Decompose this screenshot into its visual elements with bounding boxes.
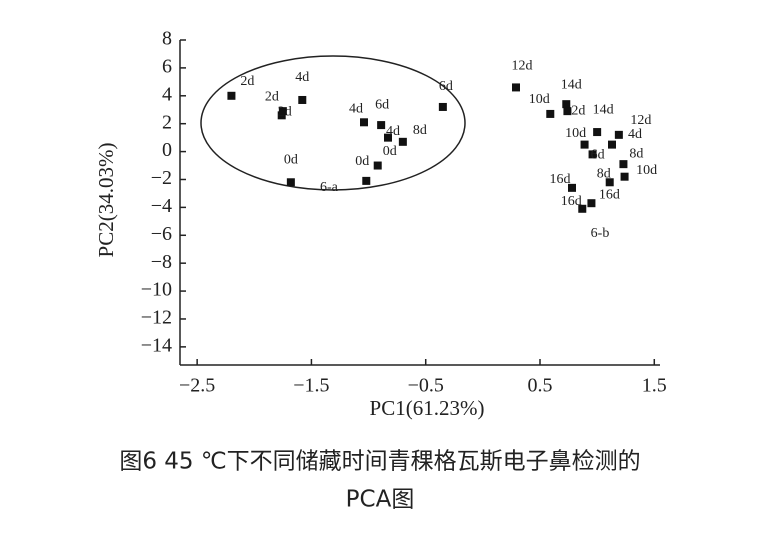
point bbox=[362, 176, 371, 185]
point bbox=[278, 107, 287, 116]
point bbox=[620, 172, 629, 181]
point bbox=[512, 83, 520, 92]
point-label: 0d bbox=[355, 154, 369, 169]
point bbox=[608, 140, 616, 149]
point-label: 6d bbox=[375, 97, 389, 112]
point-label: 12d bbox=[630, 113, 651, 128]
point-label: 2d bbox=[240, 74, 254, 89]
point-label: 4d bbox=[295, 70, 309, 85]
point-label: 14d bbox=[561, 77, 582, 92]
point bbox=[438, 102, 447, 111]
point-label: 6d bbox=[591, 148, 605, 163]
y-tick-label: 2 bbox=[162, 111, 172, 133]
point bbox=[578, 204, 587, 213]
y-tick-label: 4 bbox=[162, 83, 172, 105]
point bbox=[580, 140, 589, 149]
x-tick-label: 0.5 bbox=[528, 375, 553, 397]
point-label: 4d bbox=[386, 124, 400, 139]
y-axis-label: PC2(34.03%) bbox=[94, 143, 118, 258]
point bbox=[587, 199, 596, 208]
annotation: 6-b bbox=[591, 226, 610, 241]
point bbox=[605, 178, 614, 187]
point bbox=[227, 91, 236, 100]
point-label: 10d bbox=[636, 163, 657, 178]
cluster-ellipse bbox=[200, 55, 466, 191]
point bbox=[619, 160, 628, 169]
point-label: 8d bbox=[629, 146, 643, 161]
y-tick-label: −4 bbox=[151, 195, 172, 217]
point bbox=[588, 150, 597, 159]
point bbox=[614, 130, 623, 139]
x-axis-label: PC1(61.23%) bbox=[370, 396, 485, 420]
caption: 图6 45 ℃下不同储藏时间青稞格瓦斯电子鼻检测的 bbox=[119, 449, 640, 475]
point bbox=[546, 109, 555, 118]
y-tick-label: −8 bbox=[151, 251, 172, 273]
point-label: 0d bbox=[284, 152, 298, 167]
point bbox=[286, 178, 295, 187]
x-tick-label: −1.5 bbox=[293, 375, 329, 397]
point bbox=[373, 161, 382, 170]
point bbox=[568, 183, 576, 192]
y-tick-label: −6 bbox=[151, 223, 172, 245]
y-tick-label: −14 bbox=[141, 334, 172, 356]
caption: PCA图 bbox=[346, 487, 415, 513]
x-tick-label: −2.5 bbox=[179, 375, 215, 397]
point-label: 0d bbox=[383, 144, 397, 159]
point-label: 8d bbox=[597, 166, 611, 181]
point bbox=[398, 137, 407, 146]
annotation: 6-a bbox=[320, 180, 339, 195]
point-label: 14d bbox=[593, 102, 614, 117]
point bbox=[277, 111, 286, 120]
point-label: 2d bbox=[265, 89, 279, 104]
point bbox=[384, 133, 392, 142]
point-label: 10d bbox=[565, 126, 586, 141]
point bbox=[377, 121, 386, 130]
x-tick-label: −0.5 bbox=[408, 375, 444, 397]
point-label: 10d bbox=[529, 92, 550, 107]
y-tick-label: 6 bbox=[162, 55, 172, 77]
point bbox=[563, 107, 572, 116]
point-label: 4d bbox=[628, 127, 642, 142]
point-label: 12d bbox=[512, 59, 533, 74]
point-label: 16d bbox=[550, 172, 571, 187]
y-tick-label: 0 bbox=[162, 139, 172, 161]
point-label: 6d bbox=[439, 79, 453, 94]
y-tick-label: 8 bbox=[162, 28, 172, 50]
point bbox=[562, 100, 571, 109]
y-tick-label: −10 bbox=[141, 279, 172, 301]
point bbox=[360, 118, 368, 127]
y-tick-label: −12 bbox=[141, 307, 172, 329]
x-tick-label: 1.5 bbox=[642, 375, 667, 397]
point-label: 16d bbox=[561, 194, 582, 209]
y-tick-label: −2 bbox=[151, 167, 172, 189]
point-label: 4d bbox=[349, 102, 363, 117]
point-label: 8d bbox=[413, 123, 427, 138]
point bbox=[593, 128, 602, 137]
point-label: 2d bbox=[571, 103, 585, 118]
point-label: 16d bbox=[599, 187, 620, 202]
point bbox=[298, 95, 307, 104]
